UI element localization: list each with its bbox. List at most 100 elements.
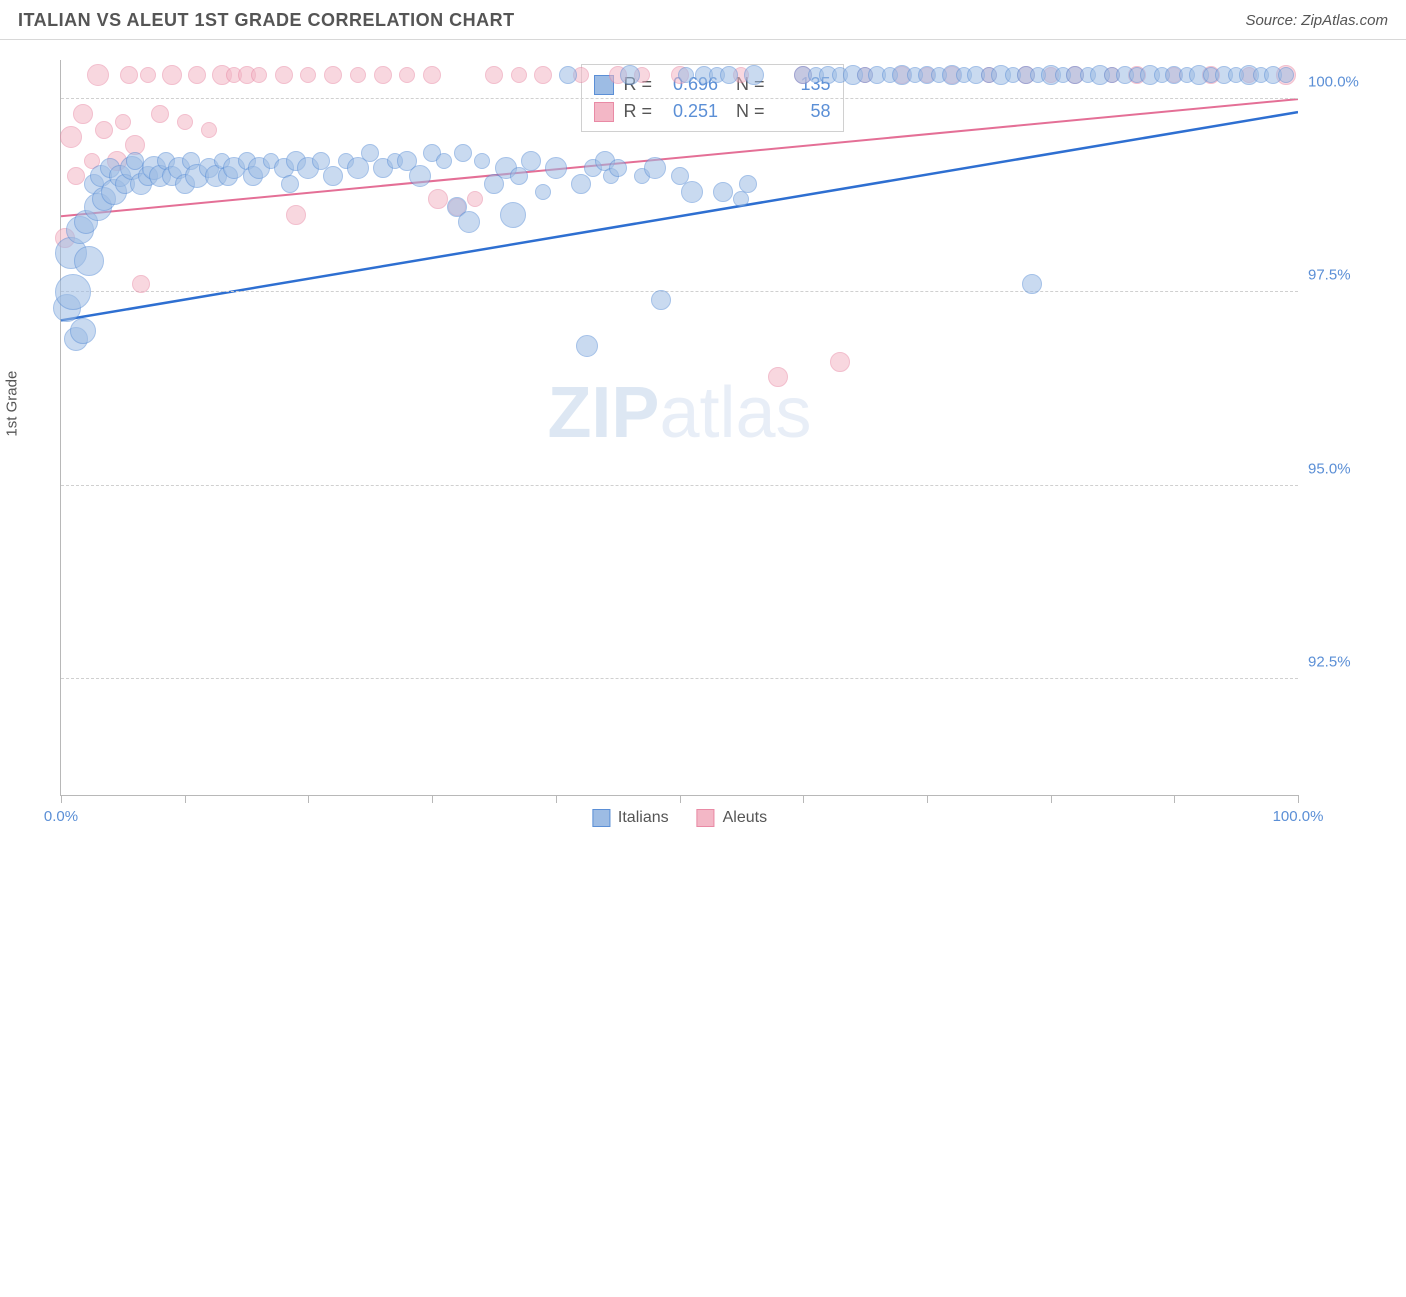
x-tick (185, 795, 186, 803)
italians-marker (510, 167, 528, 185)
gridline (61, 485, 1298, 486)
aleuts-swatch-icon (697, 809, 715, 827)
chart-container: 1st Grade ZIPatlas R =0.696N =135R =0.25… (18, 48, 1388, 874)
r-value: 0.251 (662, 98, 718, 125)
n-label: N = (736, 98, 765, 125)
italians-marker (681, 181, 703, 203)
aleuts-marker (428, 189, 448, 209)
italians-marker (436, 153, 452, 169)
aleuts-marker (768, 367, 788, 387)
header: ITALIAN VS ALEUT 1ST GRADE CORRELATION C… (0, 0, 1406, 40)
plot-area: ZIPatlas R =0.696N =135R =0.251N =58 Ita… (60, 60, 1298, 796)
italians-marker (323, 166, 343, 186)
italians-marker (620, 65, 640, 85)
watermark-bold: ZIP (547, 373, 659, 453)
aleuts-marker (201, 122, 217, 138)
aleuts-marker (511, 67, 527, 83)
aleuts-marker (467, 191, 483, 207)
x-tick (1298, 795, 1299, 803)
italians-marker (74, 246, 104, 276)
aleuts-swatch-icon (594, 102, 614, 122)
x-tick-label: 100.0% (1273, 808, 1324, 825)
aleuts-marker (423, 66, 441, 84)
y-axis-label: 1st Grade (4, 371, 21, 437)
x-tick (1174, 795, 1175, 803)
italians-marker (409, 165, 431, 187)
aleuts-marker (534, 66, 552, 84)
aleuts-marker (115, 114, 131, 130)
aleuts-marker (151, 105, 169, 123)
italians-marker (1278, 67, 1294, 83)
x-tick (803, 795, 804, 803)
aleuts-marker (177, 114, 193, 130)
italians-marker (1022, 274, 1042, 294)
italians-marker (609, 159, 627, 177)
aleuts-marker (275, 66, 293, 84)
aleuts-marker (399, 67, 415, 83)
stat-row: R = 0.251 N = 58 (594, 98, 831, 125)
aleuts-marker (132, 275, 150, 293)
gridline (61, 291, 1298, 292)
x-tick (556, 795, 557, 803)
legend-label: Italians (618, 809, 669, 827)
italians-marker (521, 151, 541, 171)
watermark-rest: atlas (659, 373, 811, 453)
aleuts-marker (300, 67, 316, 83)
italians-marker (535, 184, 551, 200)
aleuts-marker (73, 104, 93, 124)
italians-marker (458, 211, 480, 233)
n-value: 58 (775, 98, 831, 125)
aleuts-marker (120, 66, 138, 84)
italians-swatch-icon (592, 809, 610, 827)
x-tick (61, 795, 62, 803)
italians-marker (733, 191, 749, 207)
y-tick-label: 97.5% (1308, 267, 1378, 284)
italians-marker (739, 175, 757, 193)
italians-marker (545, 157, 567, 179)
italians-marker (576, 335, 598, 357)
aleuts-marker (87, 64, 109, 86)
italians-marker (713, 182, 733, 202)
legend: Italians Aleuts (592, 809, 767, 827)
italians-marker (651, 290, 671, 310)
italians-marker (720, 66, 738, 84)
aleuts-marker (251, 67, 267, 83)
gridline (61, 678, 1298, 679)
italians-marker (744, 65, 764, 85)
italians-marker (559, 66, 577, 84)
aleuts-marker (374, 66, 392, 84)
aleuts-marker (67, 167, 85, 185)
aleuts-marker (350, 67, 366, 83)
x-tick-label: 0.0% (44, 808, 78, 825)
legend-label: Aleuts (723, 809, 767, 827)
x-tick (432, 795, 433, 803)
aleuts-marker (140, 67, 156, 83)
x-tick (680, 795, 681, 803)
x-tick (927, 795, 928, 803)
italians-marker (500, 202, 526, 228)
aleuts-marker (485, 66, 503, 84)
aleuts-marker (95, 121, 113, 139)
r-label: R = (624, 98, 653, 125)
y-tick-label: 95.0% (1308, 460, 1378, 477)
x-tick (308, 795, 309, 803)
italians-marker (644, 157, 666, 179)
aleuts-marker (188, 66, 206, 84)
italians-marker (474, 153, 490, 169)
x-tick (1051, 795, 1052, 803)
italians-marker (55, 274, 91, 310)
aleuts-marker (60, 126, 82, 148)
chart-title: ITALIAN VS ALEUT 1ST GRADE CORRELATION C… (18, 10, 515, 31)
aleuts-marker (324, 66, 342, 84)
legend-item: Aleuts (697, 809, 767, 827)
y-tick-label: 92.5% (1308, 653, 1378, 670)
italians-marker (678, 67, 694, 83)
aleuts-marker (830, 352, 850, 372)
gridline (61, 98, 1298, 99)
legend-item: Italians (592, 809, 669, 827)
italians-marker (70, 318, 96, 344)
aleuts-marker (286, 205, 306, 225)
aleuts-marker (162, 65, 182, 85)
italians-marker (281, 175, 299, 193)
italians-marker (454, 144, 472, 162)
